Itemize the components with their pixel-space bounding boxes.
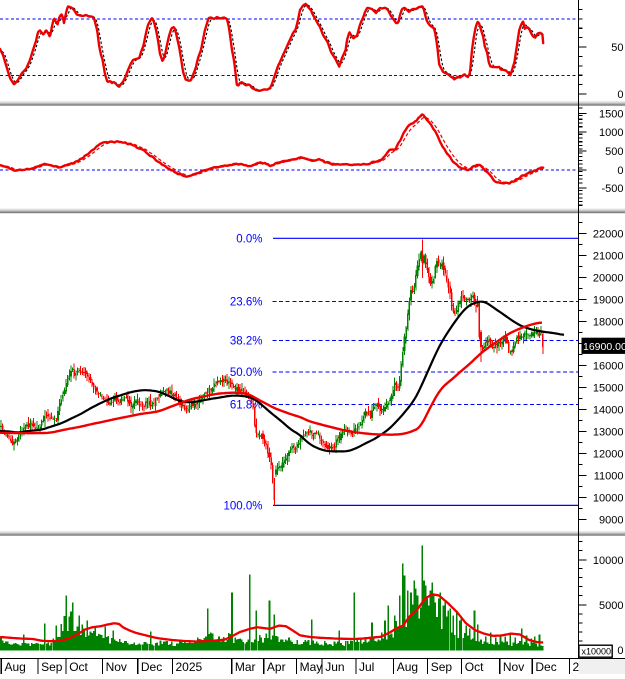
svg-text:18000: 18000 — [593, 317, 624, 329]
svg-text:15000: 15000 — [593, 383, 624, 395]
svg-text:500: 500 — [605, 146, 623, 158]
svg-text:5000: 5000 — [599, 600, 623, 612]
svg-text:May: May — [300, 660, 323, 674]
svg-text:20000: 20000 — [593, 273, 624, 285]
svg-text:16900.00: 16900.00 — [583, 341, 625, 353]
svg-text:0: 0 — [617, 165, 623, 177]
svg-text:Oct: Oct — [69, 660, 88, 674]
svg-text:50.0%: 50.0% — [230, 367, 263, 379]
svg-text:Sep: Sep — [41, 660, 63, 674]
svg-text:Aug: Aug — [397, 660, 418, 674]
svg-text:19000: 19000 — [593, 295, 624, 307]
svg-text:12000: 12000 — [593, 449, 624, 461]
svg-text:21000: 21000 — [593, 251, 624, 263]
svg-text:100.0%: 100.0% — [223, 501, 262, 513]
svg-text:50: 50 — [611, 42, 623, 54]
svg-text:23.6%: 23.6% — [230, 296, 263, 308]
svg-text:0: 0 — [617, 89, 623, 101]
svg-text:1500: 1500 — [599, 108, 623, 120]
svg-text:Sep: Sep — [431, 660, 453, 674]
svg-text:11000: 11000 — [594, 471, 624, 483]
svg-text:13000: 13000 — [593, 427, 624, 439]
svg-text:10000: 10000 — [593, 555, 624, 567]
svg-text:10000: 10000 — [593, 493, 624, 505]
svg-text:38.2%: 38.2% — [230, 335, 263, 347]
svg-text:Dec: Dec — [141, 660, 162, 674]
svg-text:14000: 14000 — [593, 405, 624, 417]
svg-text:Mar: Mar — [235, 660, 256, 674]
svg-text:Nov: Nov — [106, 660, 127, 674]
svg-text:Apr: Apr — [267, 660, 286, 674]
svg-text:1000: 1000 — [599, 127, 623, 139]
svg-text:Aug: Aug — [5, 660, 26, 674]
svg-text:0.0%: 0.0% — [236, 233, 262, 245]
svg-text:x10000: x10000 — [582, 647, 612, 657]
svg-text:2025: 2025 — [176, 660, 203, 674]
svg-text:Jun: Jun — [325, 660, 344, 674]
svg-text:0: 0 — [617, 645, 623, 657]
svg-text:Oct: Oct — [465, 660, 484, 674]
svg-text:-500: -500 — [601, 183, 623, 195]
svg-text:16000: 16000 — [593, 361, 624, 373]
svg-text:Jul: Jul — [359, 660, 374, 674]
svg-text:22000: 22000 — [593, 229, 624, 241]
svg-text:Nov: Nov — [503, 660, 524, 674]
svg-text:9000: 9000 — [599, 515, 623, 527]
svg-text:Dec: Dec — [535, 660, 556, 674]
